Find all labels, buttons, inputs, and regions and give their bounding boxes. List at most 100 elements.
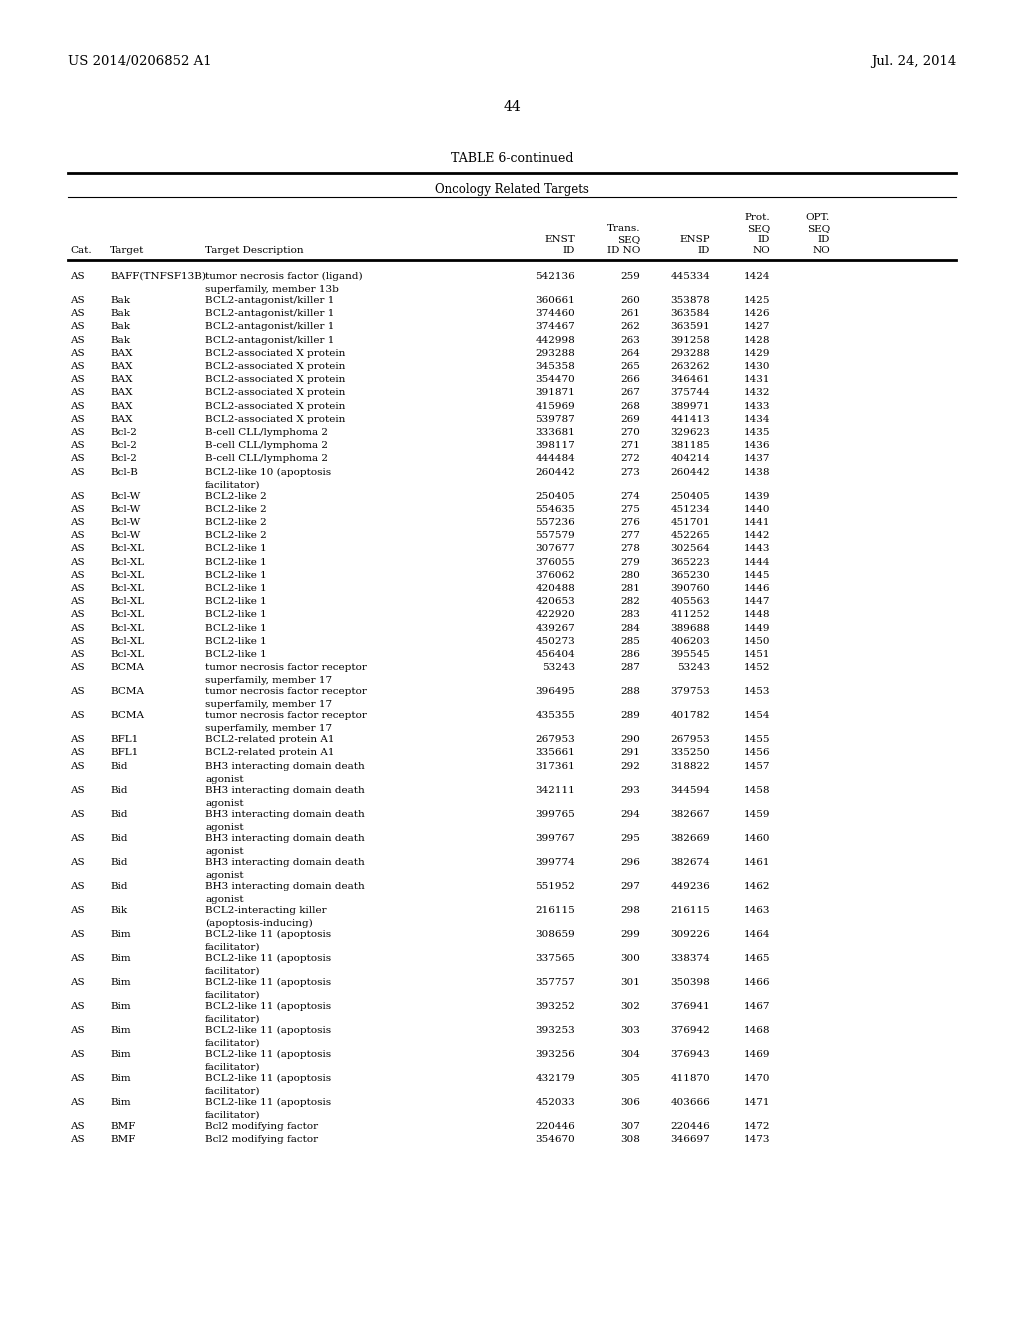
Text: Bcl-2: Bcl-2 — [110, 428, 137, 437]
Text: Bcl2 modifying factor: Bcl2 modifying factor — [205, 1122, 318, 1131]
Text: 395545: 395545 — [671, 649, 710, 659]
Text: 333681: 333681 — [536, 428, 575, 437]
Text: 376943: 376943 — [671, 1049, 710, 1059]
Text: 1447: 1447 — [743, 597, 770, 606]
Text: BMF: BMF — [110, 1135, 135, 1144]
Text: 286: 286 — [621, 649, 640, 659]
Text: 389971: 389971 — [671, 401, 710, 411]
Text: B-cell CLL/lymphoma 2: B-cell CLL/lymphoma 2 — [205, 454, 328, 463]
Text: Bid: Bid — [110, 809, 128, 818]
Text: 1434: 1434 — [743, 414, 770, 424]
Text: AS: AS — [70, 1098, 85, 1106]
Text: ID NO: ID NO — [606, 246, 640, 255]
Text: 309226: 309226 — [671, 929, 710, 939]
Text: 259: 259 — [621, 272, 640, 281]
Text: AS: AS — [70, 735, 85, 744]
Text: NO: NO — [812, 246, 830, 255]
Text: 1441: 1441 — [743, 517, 770, 527]
Text: 1468: 1468 — [743, 1026, 770, 1035]
Text: AS: AS — [70, 309, 85, 318]
Text: 557236: 557236 — [536, 517, 575, 527]
Text: 216115: 216115 — [671, 906, 710, 915]
Text: 250405: 250405 — [536, 491, 575, 500]
Text: BCL2-like 1: BCL2-like 1 — [205, 649, 266, 659]
Text: AS: AS — [70, 1135, 85, 1144]
Text: US 2014/0206852 A1: US 2014/0206852 A1 — [68, 55, 212, 69]
Text: 1455: 1455 — [743, 735, 770, 744]
Text: tumor necrosis factor receptor: tumor necrosis factor receptor — [205, 663, 367, 672]
Text: 329623: 329623 — [671, 428, 710, 437]
Text: 1452: 1452 — [743, 663, 770, 672]
Text: 404214: 404214 — [671, 454, 710, 463]
Text: 1428: 1428 — [743, 335, 770, 345]
Text: BCL2-associated X protein: BCL2-associated X protein — [205, 348, 345, 358]
Text: Target Description: Target Description — [205, 246, 304, 255]
Text: Bim: Bim — [110, 1002, 131, 1011]
Text: 1435: 1435 — [743, 428, 770, 437]
Text: 420488: 420488 — [536, 583, 575, 593]
Text: 1440: 1440 — [743, 504, 770, 513]
Text: 308: 308 — [621, 1135, 640, 1144]
Text: 354470: 354470 — [536, 375, 575, 384]
Text: 1464: 1464 — [743, 929, 770, 939]
Text: 262: 262 — [621, 322, 640, 331]
Text: AS: AS — [70, 504, 85, 513]
Text: 1470: 1470 — [743, 1073, 770, 1082]
Text: 263262: 263262 — [671, 362, 710, 371]
Text: 277: 277 — [621, 531, 640, 540]
Text: BCL2-like 11 (apoptosis: BCL2-like 11 (apoptosis — [205, 953, 331, 962]
Text: 267953: 267953 — [536, 735, 575, 744]
Text: 272: 272 — [621, 454, 640, 463]
Text: 360661: 360661 — [536, 296, 575, 305]
Text: AS: AS — [70, 953, 85, 962]
Text: 274: 274 — [621, 491, 640, 500]
Text: 285: 285 — [621, 636, 640, 645]
Text: BCL2-like 11 (apoptosis: BCL2-like 11 (apoptosis — [205, 929, 331, 939]
Text: ID: ID — [697, 246, 710, 255]
Text: 376942: 376942 — [671, 1026, 710, 1035]
Text: superfamily, member 17: superfamily, member 17 — [205, 701, 332, 709]
Text: AS: AS — [70, 1026, 85, 1035]
Text: 554635: 554635 — [536, 504, 575, 513]
Text: facilitator): facilitator) — [205, 942, 260, 952]
Text: AS: AS — [70, 636, 85, 645]
Text: agonist: agonist — [205, 775, 244, 784]
Text: 1426: 1426 — [743, 309, 770, 318]
Text: BCL2-like 1: BCL2-like 1 — [205, 557, 266, 566]
Text: 435355: 435355 — [536, 711, 575, 721]
Text: 363584: 363584 — [671, 309, 710, 318]
Text: 260: 260 — [621, 296, 640, 305]
Text: BCL2-like 1: BCL2-like 1 — [205, 636, 266, 645]
Text: 365223: 365223 — [671, 557, 710, 566]
Text: 354670: 354670 — [536, 1135, 575, 1144]
Text: 399774: 399774 — [536, 858, 575, 867]
Text: SEQ: SEQ — [807, 224, 830, 234]
Text: BAX: BAX — [110, 414, 132, 424]
Text: 401782: 401782 — [671, 711, 710, 721]
Text: agonist: agonist — [205, 871, 244, 880]
Text: AS: AS — [70, 1049, 85, 1059]
Text: 363591: 363591 — [671, 322, 710, 331]
Text: 292: 292 — [621, 762, 640, 771]
Text: Bid: Bid — [110, 834, 128, 842]
Text: 1448: 1448 — [743, 610, 770, 619]
Text: 269: 269 — [621, 414, 640, 424]
Text: 451701: 451701 — [671, 517, 710, 527]
Text: Bak: Bak — [110, 322, 130, 331]
Text: BCL2-like 2: BCL2-like 2 — [205, 531, 266, 540]
Text: BCL2-like 10 (apoptosis: BCL2-like 10 (apoptosis — [205, 467, 331, 477]
Text: BCL2-associated X protein: BCL2-associated X protein — [205, 362, 345, 371]
Text: 1473: 1473 — [743, 1135, 770, 1144]
Text: 382667: 382667 — [671, 809, 710, 818]
Text: 403666: 403666 — [671, 1098, 710, 1106]
Text: 295: 295 — [621, 834, 640, 842]
Text: 44: 44 — [503, 100, 521, 114]
Text: AS: AS — [70, 809, 85, 818]
Text: AS: AS — [70, 978, 85, 986]
Text: 449236: 449236 — [671, 882, 710, 891]
Text: 346461: 346461 — [671, 375, 710, 384]
Text: AS: AS — [70, 663, 85, 672]
Text: 1466: 1466 — [743, 978, 770, 986]
Text: 278: 278 — [621, 544, 640, 553]
Text: AS: AS — [70, 544, 85, 553]
